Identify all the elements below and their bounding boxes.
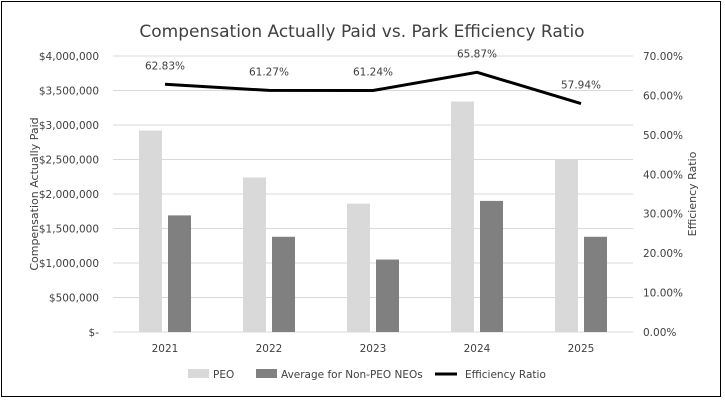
bar-average-for-non-peo-neos — [480, 200, 503, 332]
data-label: 62.83% — [145, 60, 185, 72]
x-tick-label: 2025 — [568, 343, 595, 355]
y2-tick-label: 60.00% — [643, 90, 683, 102]
data-label: 61.27% — [249, 66, 289, 78]
y-tick-label: $2,000,000 — [39, 189, 99, 201]
y2-tick-label: 70.00% — [643, 51, 683, 63]
bar-peo — [451, 101, 474, 332]
data-label: 61.24% — [353, 67, 393, 79]
y2-axis-label: Efficiency Ratio — [686, 151, 699, 236]
y-tick-label: $- — [89, 327, 100, 339]
legend-item: Efficiency Ratio — [435, 369, 546, 381]
y2-tick-label: 0.00% — [643, 327, 676, 339]
y-tick-label: $4,000,000 — [39, 51, 99, 63]
y2-tick-label: 40.00% — [643, 169, 683, 181]
x-tick-label: 2024 — [464, 343, 491, 355]
legend-label: Average for Non-PEO NEOs — [281, 369, 423, 381]
x-tick-label: 2022 — [256, 343, 283, 355]
data-label: 57.94% — [561, 80, 601, 92]
bar-peo — [347, 203, 370, 332]
y-axis-label: Compensation Actually Paid — [28, 117, 41, 270]
y-tick-label: $500,000 — [49, 293, 99, 305]
bar-average-for-non-peo-neos — [584, 236, 607, 332]
y-tick-label: $3,000,000 — [39, 120, 99, 132]
y2-tick-label: 10.00% — [643, 288, 683, 300]
y-tick-label: $1,000,000 — [39, 258, 99, 270]
legend-swatch — [188, 369, 209, 378]
bar-peo — [139, 130, 162, 332]
data-label: 65.87% — [457, 48, 497, 60]
legend-item: PEO — [188, 369, 234, 381]
bar-peo — [243, 177, 266, 332]
x-tick-label: 2021 — [152, 343, 179, 355]
legend-label: Efficiency Ratio — [465, 369, 546, 381]
y2-tick-label: 50.00% — [643, 130, 683, 142]
bar-average-for-non-peo-neos — [272, 236, 295, 332]
bar-average-for-non-peo-neos — [168, 215, 191, 332]
y2-tick-label: 20.00% — [643, 248, 683, 260]
legend-label: PEO — [213, 369, 234, 381]
chart-title: Compensation Actually Paid vs. Park Effi… — [139, 22, 584, 42]
y-tick-label: $3,500,000 — [39, 86, 99, 98]
y2-tick-label: 30.00% — [643, 209, 683, 221]
bar-average-for-non-peo-neos — [376, 259, 399, 332]
legend-item: Average for Non-PEO NEOs — [256, 369, 423, 381]
y-tick-label: $2,500,000 — [39, 155, 99, 167]
y-tick-label: $1,500,000 — [39, 224, 99, 236]
x-tick-label: 2023 — [360, 343, 387, 355]
legend-swatch — [256, 369, 277, 378]
bar-peo — [555, 159, 578, 332]
